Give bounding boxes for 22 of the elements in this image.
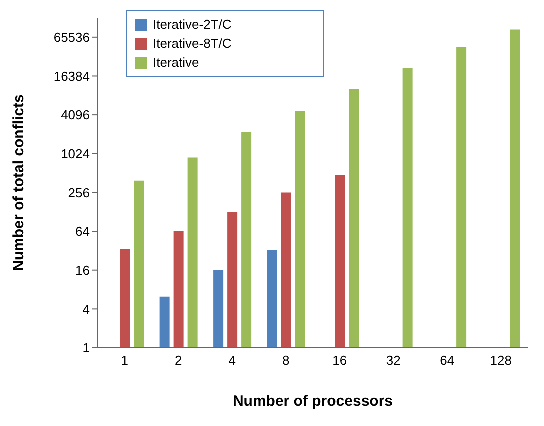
y-tick-label: 16384 <box>54 68 90 84</box>
x-tick-label: 4 <box>228 353 236 368</box>
y-tick-label: 4096 <box>61 108 90 123</box>
legend-label: Iterative <box>152 54 200 72</box>
y-tick-label: 64 <box>76 224 90 240</box>
y-tick-label: 16 <box>76 262 90 278</box>
y-tick-label: 256 <box>68 185 90 200</box>
x-tick-label: 32 <box>386 353 401 368</box>
legend-label: Iterative-8T/C <box>152 35 233 53</box>
y-tick-label: 1024 <box>61 146 90 162</box>
x-tick-label: 128 <box>490 353 512 368</box>
y-tick-label: 1 <box>82 340 90 356</box>
x-axis-title: Number of processors <box>232 393 394 410</box>
y-tick-label: 4 <box>82 302 90 317</box>
x-tick-label: 1 <box>121 353 128 368</box>
x-tick-label: 16 <box>332 353 348 368</box>
y-tick-label: 65536 <box>54 30 90 46</box>
x-tick-label: 8 <box>282 353 290 368</box>
x-tick-label: 2 <box>175 353 182 368</box>
legend-label: Iterative-2T/C <box>152 16 233 34</box>
y-axis-title: Number of total conflicts <box>10 94 28 272</box>
x-tick-label: 64 <box>440 353 455 368</box>
